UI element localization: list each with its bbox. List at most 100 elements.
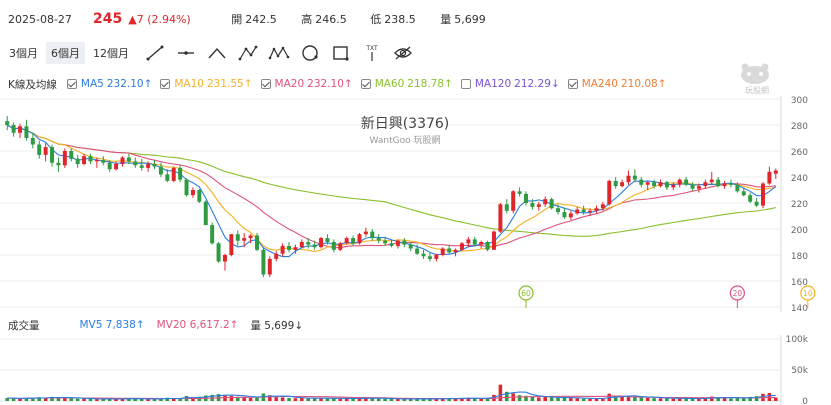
candle-body bbox=[459, 243, 464, 250]
ma120-checkbox[interactable] bbox=[460, 79, 471, 89]
volume-bar bbox=[453, 398, 458, 401]
ma240-value: 210.08↑ bbox=[620, 78, 667, 90]
ma240-checkbox[interactable] bbox=[567, 79, 578, 89]
candle-body bbox=[440, 248, 445, 255]
candle-body bbox=[178, 167, 183, 180]
text-tool-icon[interactable]: TXT bbox=[359, 42, 385, 64]
angle-tool-icon[interactable] bbox=[204, 42, 230, 64]
volume-bar bbox=[537, 397, 541, 401]
volume-bar bbox=[613, 396, 618, 401]
ma10-checkbox[interactable] bbox=[160, 79, 171, 89]
volume-bar bbox=[517, 395, 522, 401]
volume-bar bbox=[376, 398, 381, 401]
volume-tick-label: 100k bbox=[786, 335, 809, 345]
volume-bar bbox=[43, 397, 48, 401]
volume-bar bbox=[626, 395, 631, 401]
rectangle-tool-icon[interactable] bbox=[328, 42, 354, 64]
legend-ma120[interactable]: MA120 212.29↓ bbox=[460, 78, 560, 90]
candle-body bbox=[556, 208, 561, 213]
candle-body bbox=[530, 203, 535, 207]
volume-bar bbox=[344, 398, 349, 401]
volume-last-value: 量 5,699↓ bbox=[250, 319, 304, 332]
volume-bar bbox=[440, 398, 445, 401]
ma20-checkbox[interactable] bbox=[260, 79, 271, 89]
volume-bar bbox=[5, 398, 9, 401]
range-12m-button[interactable]: 12個月 bbox=[93, 47, 129, 60]
candle-body bbox=[293, 247, 298, 250]
ma120-value: 212.29↓ bbox=[514, 78, 560, 90]
volume-bar bbox=[652, 398, 656, 401]
candle-body bbox=[210, 225, 215, 244]
range-3m-button[interactable]: 3個月 bbox=[9, 47, 38, 60]
candle-body bbox=[549, 199, 554, 209]
candle-body bbox=[197, 190, 202, 202]
hide-drawings-icon[interactable] bbox=[390, 42, 416, 64]
volume-bar bbox=[633, 396, 637, 401]
candle-body bbox=[82, 156, 87, 164]
range-6m-button[interactable]: 6個月 bbox=[46, 42, 85, 64]
circle-tool-icon[interactable] bbox=[297, 42, 323, 64]
candle-body bbox=[671, 184, 676, 188]
candle-body bbox=[248, 235, 253, 239]
high-label: 高 bbox=[301, 13, 313, 26]
volume-bar bbox=[133, 398, 138, 401]
candle-body bbox=[274, 253, 279, 259]
legend-ma60[interactable]: MA60 218.78↑ bbox=[360, 78, 453, 90]
legend-ma20[interactable]: MA20 232.10↑ bbox=[260, 78, 353, 90]
candle-body bbox=[261, 249, 266, 275]
volume-bar bbox=[697, 398, 701, 401]
toolbar: 3個月 6個月 12個月 TXT bbox=[0, 40, 831, 66]
ma5-checkbox[interactable] bbox=[66, 79, 77, 89]
volume-bar bbox=[287, 397, 291, 401]
volume-bar bbox=[466, 397, 471, 401]
volume-bar bbox=[383, 398, 387, 401]
quote-price: 245 bbox=[93, 11, 123, 27]
candle-body bbox=[24, 126, 29, 138]
candle-body bbox=[761, 183, 765, 206]
volume-chart[interactable]: 100k 50k 0 bbox=[0, 335, 831, 405]
legend-ma10[interactable]: MA10 231.55↑ bbox=[160, 78, 253, 90]
pattern-abcd-icon[interactable] bbox=[266, 42, 292, 64]
volume-bar bbox=[447, 398, 451, 401]
volume-bar bbox=[300, 397, 304, 401]
candle-body bbox=[171, 167, 176, 181]
candle-body bbox=[639, 179, 644, 185]
volume-bar bbox=[82, 398, 86, 401]
candle-body bbox=[363, 231, 368, 235]
volume-bar bbox=[549, 397, 554, 401]
price-chart[interactable]: 300 280 260 240 220 200 180 160 140 新日興(3376) Want… bbox=[0, 96, 831, 312]
ma60-name: MA60 bbox=[374, 78, 405, 90]
price-tick-label: 260 bbox=[791, 148, 808, 158]
price-tick-label: 200 bbox=[791, 226, 808, 236]
volume-bar bbox=[530, 396, 535, 401]
candle-body bbox=[50, 147, 55, 163]
ma60-checkbox[interactable] bbox=[360, 79, 371, 89]
pattern-abc-icon[interactable] bbox=[235, 42, 261, 64]
horizontal-line-icon[interactable] bbox=[173, 42, 199, 64]
volume-bar bbox=[722, 398, 727, 401]
line-tool-icon[interactable] bbox=[142, 42, 168, 64]
candle-body bbox=[581, 209, 586, 213]
candle-body bbox=[126, 157, 131, 162]
candle-body bbox=[504, 204, 509, 211]
period-marker-circle bbox=[800, 285, 816, 301]
candle-body bbox=[114, 164, 119, 170]
candle-body bbox=[677, 179, 682, 185]
legend-ma240[interactable]: MA240 210.08↑ bbox=[567, 78, 667, 90]
legend-title: K線及均線 bbox=[8, 78, 57, 91]
candle-body bbox=[287, 245, 292, 250]
candle-body bbox=[165, 174, 170, 181]
legend-ma5[interactable]: MA5 232.10↑ bbox=[66, 78, 152, 90]
volume-bar bbox=[408, 398, 413, 401]
volume-bar bbox=[75, 398, 80, 401]
volume-bar bbox=[191, 397, 195, 401]
candle-body bbox=[383, 240, 388, 244]
candle-body bbox=[107, 162, 112, 170]
volume-bar bbox=[774, 397, 778, 401]
volume-bar bbox=[24, 397, 29, 401]
volume-bar bbox=[146, 399, 150, 401]
volume-bar bbox=[569, 398, 573, 401]
ma120-name: MA120 bbox=[474, 78, 512, 90]
candle-body bbox=[75, 158, 80, 164]
volume-bar bbox=[639, 397, 644, 401]
